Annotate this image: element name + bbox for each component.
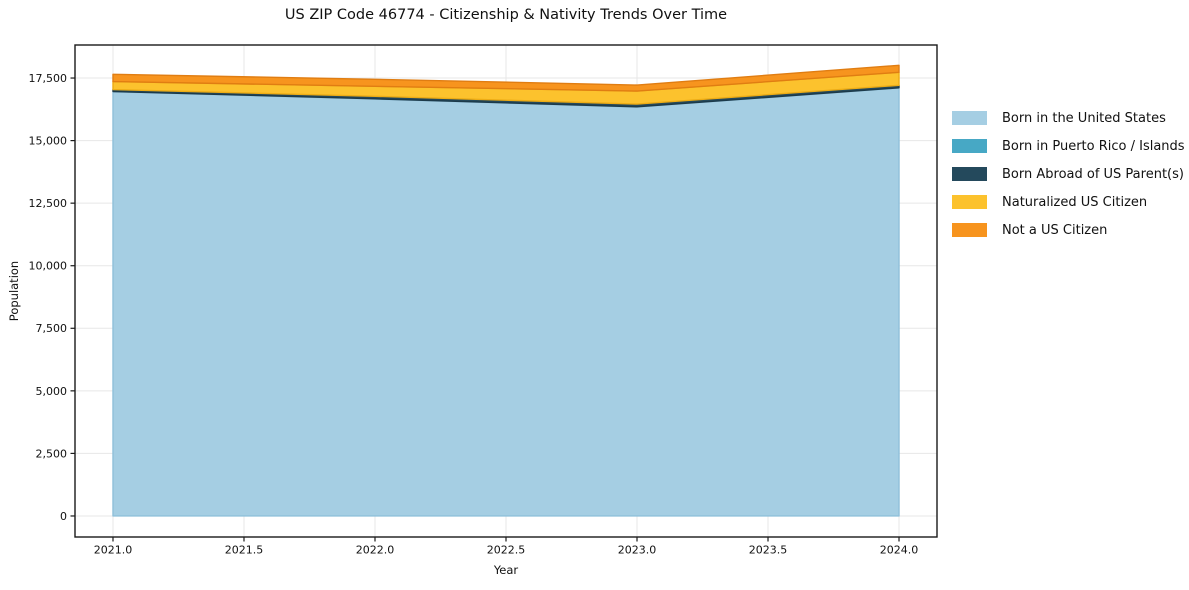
x-tick-label: 2022.0 [356, 544, 395, 557]
legend-swatch [952, 195, 987, 209]
legend-swatch [952, 223, 987, 237]
x-tick-label: 2024.0 [880, 544, 919, 557]
x-axis-label: Year [493, 563, 519, 577]
y-tick-label: 5,000 [36, 385, 68, 398]
chart-title: US ZIP Code 46774 - Citizenship & Nativi… [284, 7, 728, 23]
legend-item: Born Abroad of US Parent(s) [952, 160, 1185, 188]
legend-swatch [952, 139, 987, 153]
x-tick-label: 2023.0 [618, 544, 657, 557]
legend-item: Naturalized US Citizen [952, 188, 1185, 216]
y-tick-label: 0 [60, 510, 67, 523]
x-tick-label: 2023.5 [749, 544, 788, 557]
y-tick-label: 15,000 [29, 135, 68, 148]
legend-item: Not a US Citizen [952, 216, 1185, 244]
x-tick-label: 2021.0 [94, 544, 133, 557]
y-axis-label: Population [7, 260, 21, 322]
legend-label: Naturalized US Citizen [1002, 194, 1148, 210]
area-series-4 [112, 64, 900, 92]
legend-label: Born in Puerto Rico / Islands [1002, 138, 1185, 154]
legend-swatch [952, 111, 987, 125]
legend-swatch [952, 167, 987, 181]
legend: Born in the United States Born in Puerto … [952, 104, 1185, 244]
legend-label: Born Abroad of US Parent(s) [1002, 166, 1184, 182]
y-tick-label: 2,500 [36, 447, 68, 460]
x-tick-label: 2021.5 [225, 544, 264, 557]
legend-item: Born in Puerto Rico / Islands [952, 132, 1185, 160]
y-tick-label: 17,500 [29, 72, 68, 85]
y-tick-label: 12,500 [29, 197, 68, 210]
area-series-0 [112, 87, 900, 517]
y-tick-label: 7,500 [36, 322, 68, 335]
legend-label: Born in the United States [1002, 110, 1166, 126]
x-tick-label: 2022.5 [487, 544, 526, 557]
y-tick-label: 10,000 [29, 260, 68, 273]
legend-label: Not a US Citizen [1002, 222, 1108, 238]
legend-item: Born in the United States [952, 104, 1185, 132]
